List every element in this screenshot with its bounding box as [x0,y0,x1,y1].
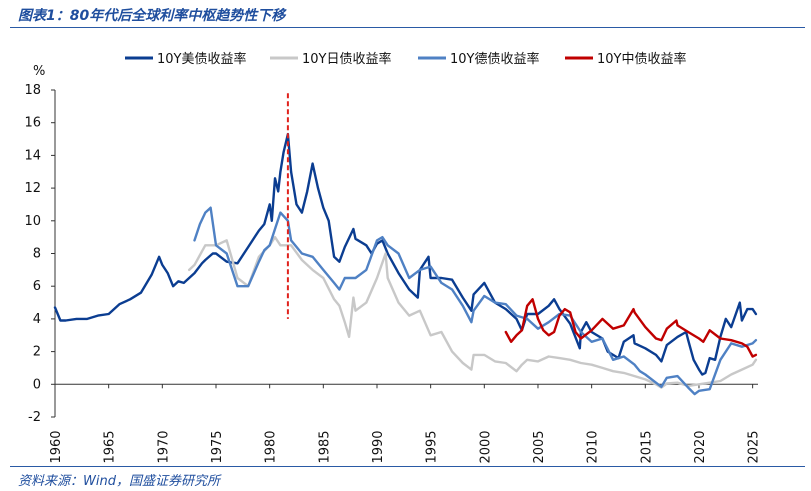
y-tick-label: 10 [24,214,41,229]
legend-label-2: 10Y日债收益率 [302,51,391,67]
y-tick-label: 4 [33,312,41,327]
x-tick-label: 1990 [371,430,386,463]
series-layer [53,132,758,396]
y-axis-label: % [33,64,45,79]
x-tick-label: 1995 [425,430,440,463]
legend-label-4: 10Y中债收益率 [597,51,686,67]
x-tick-label: 1960 [49,430,64,463]
y-tick-label: 12 [24,181,41,196]
y-tick-label: 16 [24,116,41,131]
y-tick-label: 14 [24,148,41,163]
x-tick-label: 2010 [586,430,601,463]
title-bar: 图表1：80年代后全球利率中枢趋势性下移 [0,0,811,28]
x-tick-label: 2025 [747,430,762,463]
y-tick-label: -2 [28,410,41,425]
y-tick-label: 8 [33,247,41,262]
x-tick-label: 1970 [156,430,171,463]
x-tick-label: 2000 [478,430,493,463]
x-tick-label: 2020 [693,430,708,463]
legend: 10Y美债收益率 10Y日债收益率 10Y德债收益率 10Y中债收益率 [125,51,686,67]
x-tick-label: 1980 [264,430,279,463]
x-tick-label: 1965 [103,430,118,463]
legend-label-1: 10Y美债收益率 [157,51,246,67]
x-tick-label: 2005 [532,430,547,463]
x-tick-label: 2015 [639,430,654,463]
x-axis: 1960 1965 1970 1975 1980 1985 1990 1995 2000 2005… [49,383,762,464]
series-line-3 [193,206,758,396]
chart-title: 图表1：80年代后全球利率中枢趋势性下移 [18,8,286,24]
series-line-1 [53,132,758,376]
source-note: 资料来源：Wind，国盛证券研究所 [18,474,220,489]
legend-label-3: 10Y德债收益率 [450,51,539,67]
y-tick-label: 2 [33,345,41,360]
title-divider [10,27,805,28]
x-tick-label: 1985 [317,430,332,463]
y-tick-label: 0 [33,377,41,392]
y-tick-label: 6 [33,279,41,294]
x-tick-label: 1975 [210,430,225,463]
y-tick-label: 18 [24,83,41,98]
footer-divider [10,466,805,467]
y-axis: -2 0 2 4 6 8 10 12 14 16 18 [24,83,56,425]
series-line-4 [504,298,758,358]
